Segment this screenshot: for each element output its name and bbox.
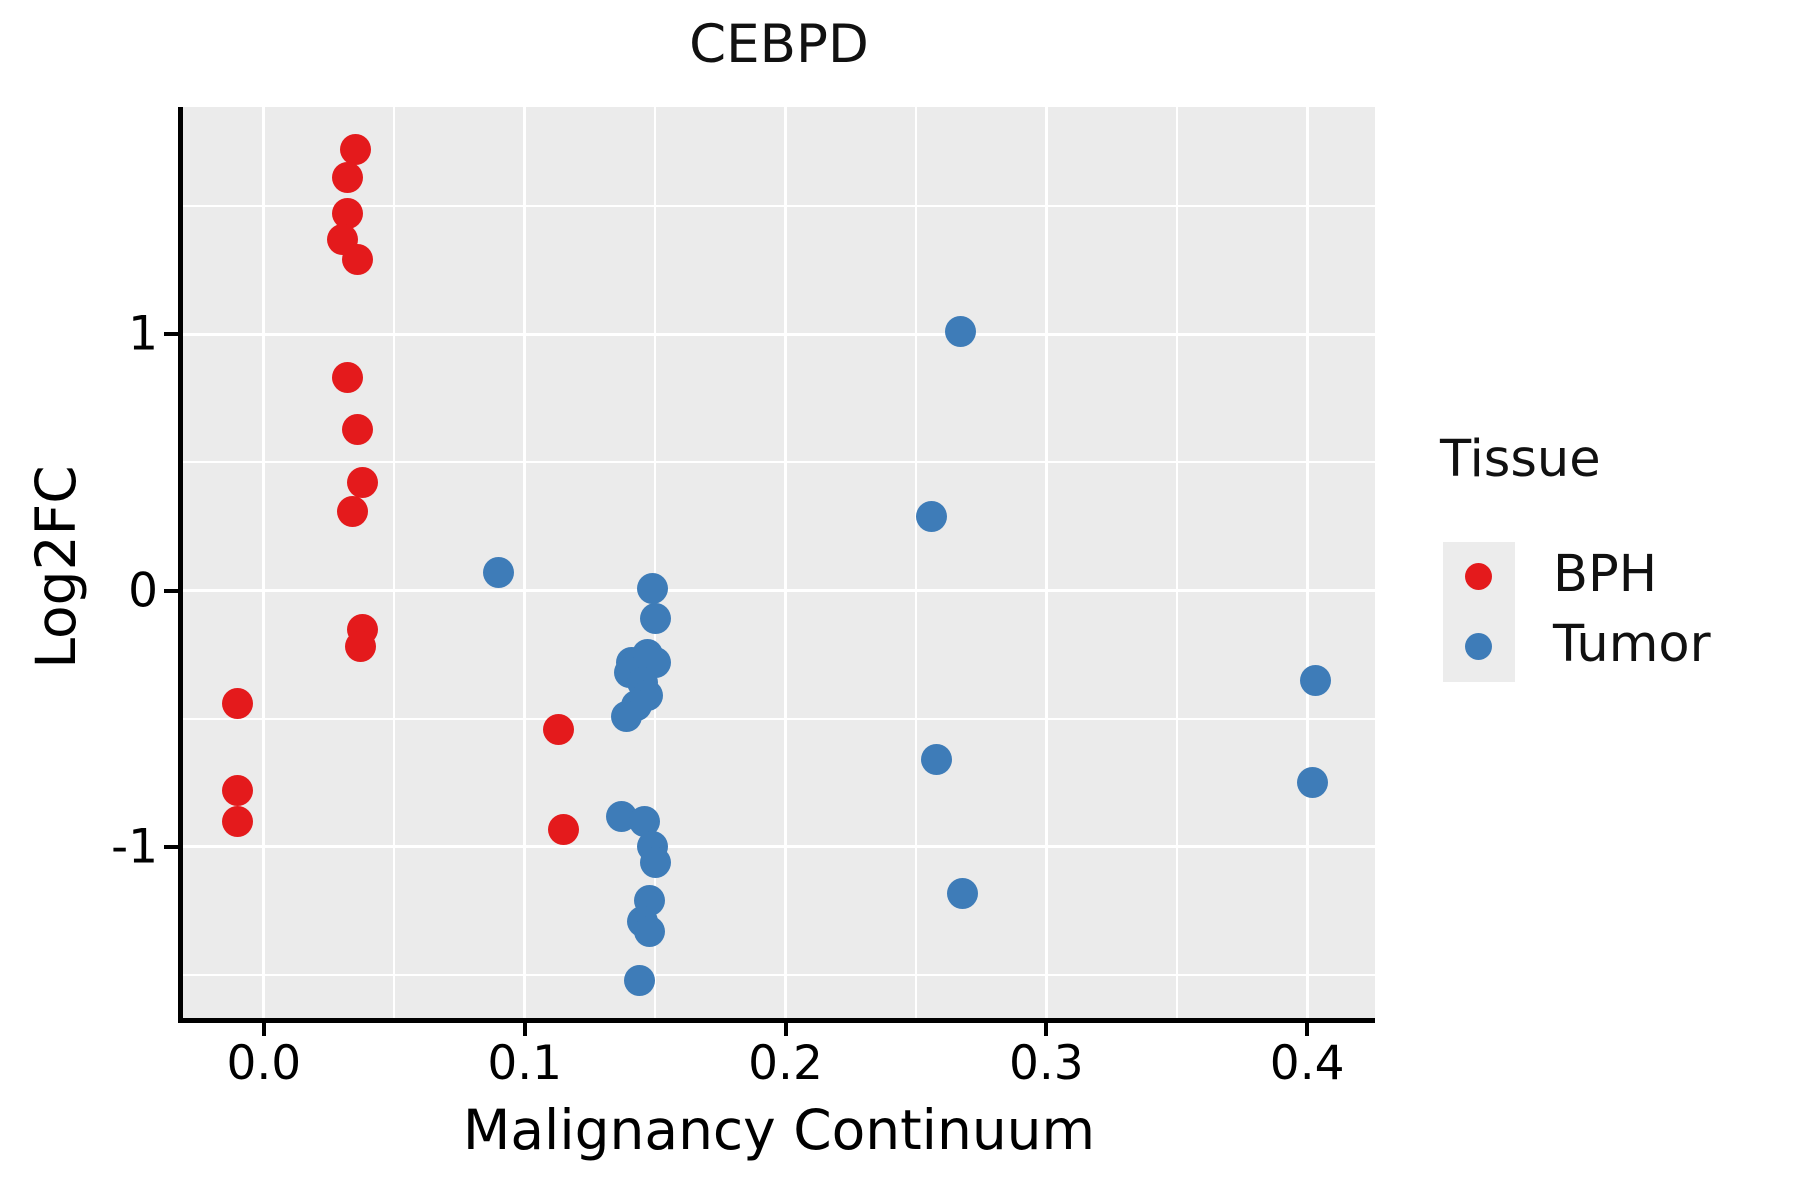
data-point-tumor — [634, 916, 666, 948]
y-axis-line — [178, 107, 183, 1023]
x-major-gridline — [523, 107, 527, 1018]
data-point-bph — [342, 244, 374, 276]
data-point-bph — [331, 362, 363, 394]
y-minor-gridline — [183, 461, 1375, 464]
chart-title: CEBPD — [689, 14, 869, 75]
data-point-tumor — [916, 500, 948, 532]
data-point-bph — [222, 775, 254, 807]
data-point-tumor — [1299, 664, 1331, 696]
legend-dot-bph — [1465, 563, 1492, 590]
x-tick-mark — [261, 1023, 266, 1036]
data-point-bph — [548, 813, 580, 845]
y-tick-mark — [164, 332, 178, 337]
data-point-tumor — [947, 877, 979, 909]
data-point-tumor — [610, 700, 642, 732]
data-point-tumor — [944, 316, 976, 348]
x-minor-gridline — [654, 107, 657, 1018]
data-point-tumor — [639, 846, 671, 878]
x-tick-label: 0.2 — [748, 1036, 823, 1091]
legend-dot-tumor — [1465, 633, 1492, 660]
data-point-tumor — [921, 744, 953, 776]
x-major-gridline — [1305, 107, 1309, 1018]
data-point-bph — [337, 495, 369, 527]
y-major-gridline — [183, 332, 1375, 336]
x-major-gridline — [784, 107, 788, 1018]
data-point-bph — [342, 413, 374, 445]
legend-label-bph: BPH — [1553, 545, 1658, 604]
x-minor-gridline — [1175, 107, 1178, 1018]
y-minor-gridline — [183, 204, 1375, 207]
plot-area — [183, 107, 1375, 1018]
data-point-bph — [344, 631, 376, 663]
data-point-tumor — [639, 603, 671, 635]
x-tick-label: 0.3 — [1008, 1036, 1084, 1091]
data-point-bph — [347, 467, 379, 499]
y-tick-label: -1 — [111, 819, 158, 875]
data-point-tumor — [623, 964, 655, 996]
x-tick-label: 0.0 — [226, 1036, 302, 1091]
y-tick-mark — [164, 844, 178, 849]
data-point-bph — [331, 162, 363, 194]
x-axis-label: Malignancy Continuum — [462, 1098, 1096, 1162]
y-major-gridline — [183, 845, 1375, 849]
x-tick-mark — [522, 1023, 527, 1036]
x-major-gridline — [1044, 107, 1048, 1018]
y-tick-mark — [164, 588, 178, 593]
y-major-gridline — [183, 589, 1375, 593]
x-axis-line — [178, 1018, 1375, 1023]
y-tick-label: 0 — [128, 563, 158, 619]
y-axis-label: Log2FC — [24, 465, 88, 669]
y-minor-gridline — [183, 717, 1375, 720]
data-point-bph — [339, 134, 371, 166]
data-point-bph — [222, 687, 254, 719]
x-minor-gridline — [914, 107, 917, 1018]
data-point-tumor — [636, 572, 668, 604]
x-tick-mark — [783, 1023, 788, 1036]
data-point-bph — [543, 713, 575, 745]
data-point-tumor — [483, 557, 515, 589]
x-tick-mark — [1305, 1023, 1310, 1036]
x-tick-mark — [1044, 1023, 1049, 1036]
x-minor-gridline — [393, 107, 396, 1018]
x-major-gridline — [262, 107, 266, 1018]
y-tick-label: 1 — [128, 306, 158, 362]
x-tick-label: 0.4 — [1269, 1036, 1345, 1091]
y-minor-gridline — [183, 974, 1375, 977]
legend-label-tumor: Tumor — [1553, 615, 1711, 674]
x-tick-label: 0.1 — [487, 1036, 563, 1091]
legend-title: Tissue — [1440, 430, 1601, 489]
data-point-tumor — [1296, 767, 1328, 799]
data-point-bph — [222, 805, 254, 837]
